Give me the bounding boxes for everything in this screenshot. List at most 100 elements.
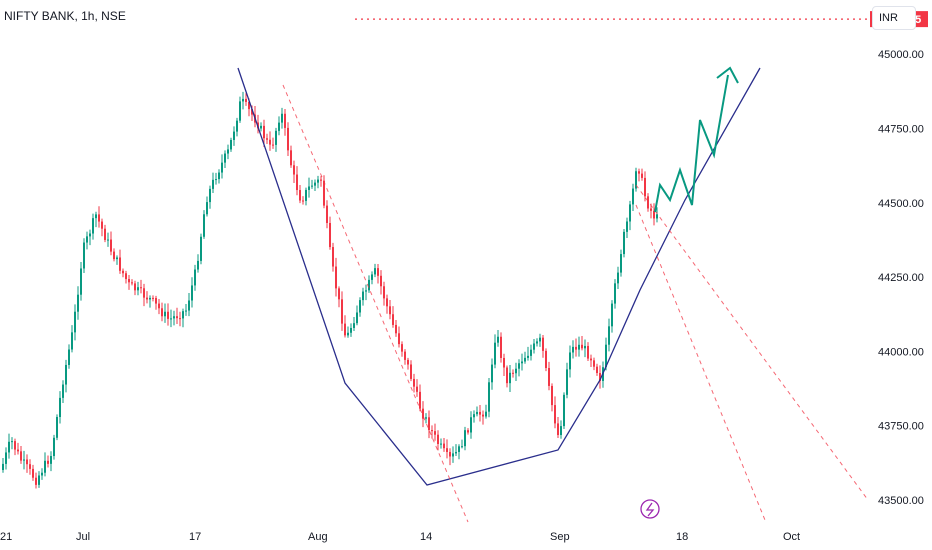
candle-body <box>305 189 307 201</box>
candle-body <box>344 323 346 336</box>
candle-body <box>554 405 556 424</box>
candle-body <box>473 414 475 418</box>
candle-body <box>563 394 565 427</box>
candle-body <box>65 364 67 385</box>
currency-button[interactable]: INR <box>872 6 916 30</box>
candle-body <box>59 397 61 418</box>
candle-body <box>335 266 337 289</box>
candle-body <box>596 366 598 373</box>
candle-body <box>548 368 550 386</box>
candle-body <box>329 223 331 248</box>
candle-body <box>281 113 283 123</box>
trend-line-1 <box>635 204 766 521</box>
candle-body <box>80 268 82 295</box>
projection-path <box>654 74 729 213</box>
candle-body <box>629 204 631 222</box>
candle-body <box>533 343 535 350</box>
candle-body <box>647 196 649 209</box>
candle-body <box>185 310 187 312</box>
candle-body <box>131 282 133 284</box>
candle-body <box>512 372 514 374</box>
candle-body <box>236 120 238 132</box>
candle-body <box>89 233 91 237</box>
x-tick-label: Oct <box>783 531 800 543</box>
candle-body <box>611 303 613 327</box>
candle-body <box>608 326 610 345</box>
candle-body <box>377 268 379 276</box>
candle-body <box>341 299 343 324</box>
candle-body <box>347 332 349 336</box>
candle-body <box>77 294 79 312</box>
candle-body <box>56 417 58 438</box>
candle-body <box>14 441 16 450</box>
candle-body <box>218 172 220 180</box>
candle-body <box>356 312 358 324</box>
candle-body <box>431 430 433 432</box>
candle-body <box>506 367 508 384</box>
candle-body <box>497 336 499 343</box>
candle-body <box>425 417 427 419</box>
candle-body <box>176 316 178 319</box>
candle-body <box>269 139 271 145</box>
candle-body <box>101 221 103 229</box>
candle-body <box>308 186 310 190</box>
candle-body <box>386 298 388 307</box>
candle-body <box>638 171 640 174</box>
x-tick-label: Aug <box>308 531 328 543</box>
candle-body <box>53 437 55 457</box>
candle-body <box>296 174 298 191</box>
candle-body <box>74 311 76 333</box>
candle-body <box>302 200 304 202</box>
candle-body <box>413 378 415 387</box>
candle-body <box>617 272 619 284</box>
candle-body <box>545 350 547 369</box>
candle-body <box>365 290 367 292</box>
candles <box>2 91 658 489</box>
candle-body <box>320 179 322 181</box>
candle-body <box>128 279 130 283</box>
candle-body <box>389 306 391 315</box>
candle-body <box>227 149 229 154</box>
projection-arrowhead <box>716 66 739 84</box>
candle-body <box>278 122 280 131</box>
candle-body <box>416 386 418 392</box>
candle-body <box>50 456 52 464</box>
candle-body <box>374 268 376 275</box>
candle-body <box>272 144 274 146</box>
candle-body <box>419 391 421 409</box>
candle-body <box>248 101 250 110</box>
candle-body <box>479 411 481 415</box>
y-tick-label: 43500.00 <box>878 495 924 507</box>
candle-body <box>503 357 505 368</box>
candle-body <box>299 190 301 201</box>
cup-pattern-line <box>237 67 761 486</box>
candle-body <box>488 382 490 412</box>
candle-body <box>26 459 28 465</box>
candle-body <box>38 475 40 485</box>
candle-body <box>47 460 49 464</box>
candle-body <box>107 239 109 241</box>
candle-body <box>263 125 265 139</box>
candle-body <box>110 239 112 252</box>
candle-body <box>197 260 199 270</box>
candle-body <box>404 351 406 360</box>
candle-body <box>314 182 316 186</box>
candle-body <box>170 318 172 320</box>
candle-body <box>575 346 577 350</box>
candle-body <box>380 275 382 287</box>
candle-body <box>230 139 232 150</box>
candle-body <box>551 385 553 406</box>
candle-body <box>116 257 118 260</box>
candle-body <box>23 459 25 461</box>
candle-body <box>632 188 634 205</box>
candle-body <box>434 431 436 435</box>
candle-body <box>455 451 457 454</box>
candle-body <box>410 364 412 379</box>
candle-body <box>287 127 289 151</box>
candle-body <box>353 323 355 328</box>
candle-body <box>530 349 532 356</box>
candle-body <box>68 349 70 365</box>
y-tick-label: 43750.00 <box>878 421 924 433</box>
